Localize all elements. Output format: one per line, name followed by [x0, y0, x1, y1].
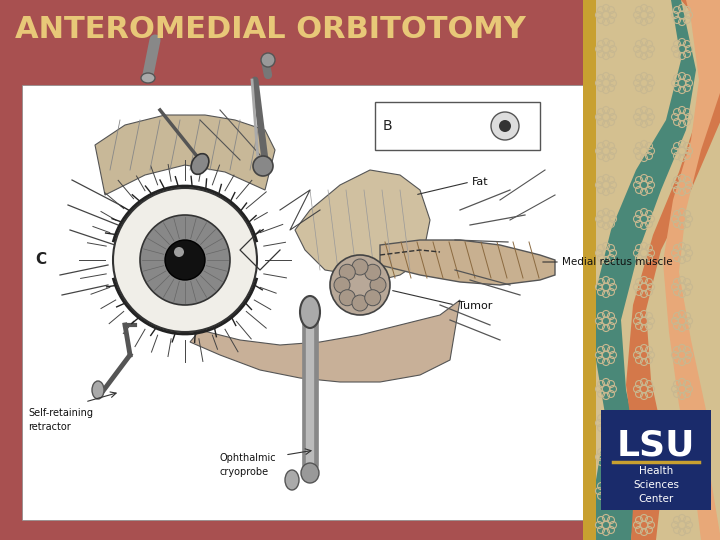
- Ellipse shape: [301, 463, 319, 483]
- Circle shape: [253, 156, 273, 176]
- Circle shape: [365, 290, 381, 306]
- Circle shape: [334, 277, 350, 293]
- Circle shape: [140, 215, 230, 305]
- Text: Fat: Fat: [472, 177, 489, 187]
- Text: Health
Sciences
Center: Health Sciences Center: [633, 466, 679, 504]
- Circle shape: [261, 53, 275, 67]
- Text: Tumor: Tumor: [458, 301, 492, 311]
- Text: Ophthalmic
cryoprobe: Ophthalmic cryoprobe: [220, 454, 276, 477]
- Circle shape: [365, 264, 381, 280]
- Circle shape: [339, 264, 355, 280]
- Circle shape: [174, 247, 184, 257]
- Bar: [583, 0, 599, 540]
- Text: LSU: LSU: [617, 428, 696, 462]
- Circle shape: [113, 188, 257, 332]
- Circle shape: [352, 259, 368, 275]
- Text: C: C: [35, 253, 46, 267]
- Polygon shape: [626, 0, 720, 540]
- Ellipse shape: [141, 73, 155, 83]
- Text: Medial rectus muscle: Medial rectus muscle: [562, 257, 672, 267]
- Circle shape: [330, 255, 390, 315]
- Polygon shape: [95, 115, 275, 195]
- Bar: [22, 85, 584, 520]
- Polygon shape: [596, 0, 696, 540]
- Circle shape: [370, 277, 386, 293]
- Text: B: B: [383, 119, 392, 133]
- Polygon shape: [663, 0, 720, 540]
- Ellipse shape: [191, 154, 209, 174]
- Text: ANTEROMEDIAL ORBITOTOMY: ANTEROMEDIAL ORBITOTOMY: [15, 16, 526, 44]
- Ellipse shape: [285, 470, 299, 490]
- Bar: [375, 102, 540, 150]
- Circle shape: [491, 112, 519, 140]
- Bar: [596, 0, 720, 540]
- Ellipse shape: [300, 296, 320, 328]
- Polygon shape: [190, 300, 460, 382]
- Circle shape: [499, 120, 511, 132]
- Circle shape: [339, 290, 355, 306]
- Polygon shape: [295, 170, 430, 280]
- Circle shape: [352, 295, 368, 311]
- Polygon shape: [380, 240, 555, 285]
- Ellipse shape: [92, 381, 104, 399]
- Circle shape: [165, 240, 205, 280]
- Bar: [601, 410, 711, 510]
- Text: Self-retaining
retractor: Self-retaining retractor: [28, 408, 93, 431]
